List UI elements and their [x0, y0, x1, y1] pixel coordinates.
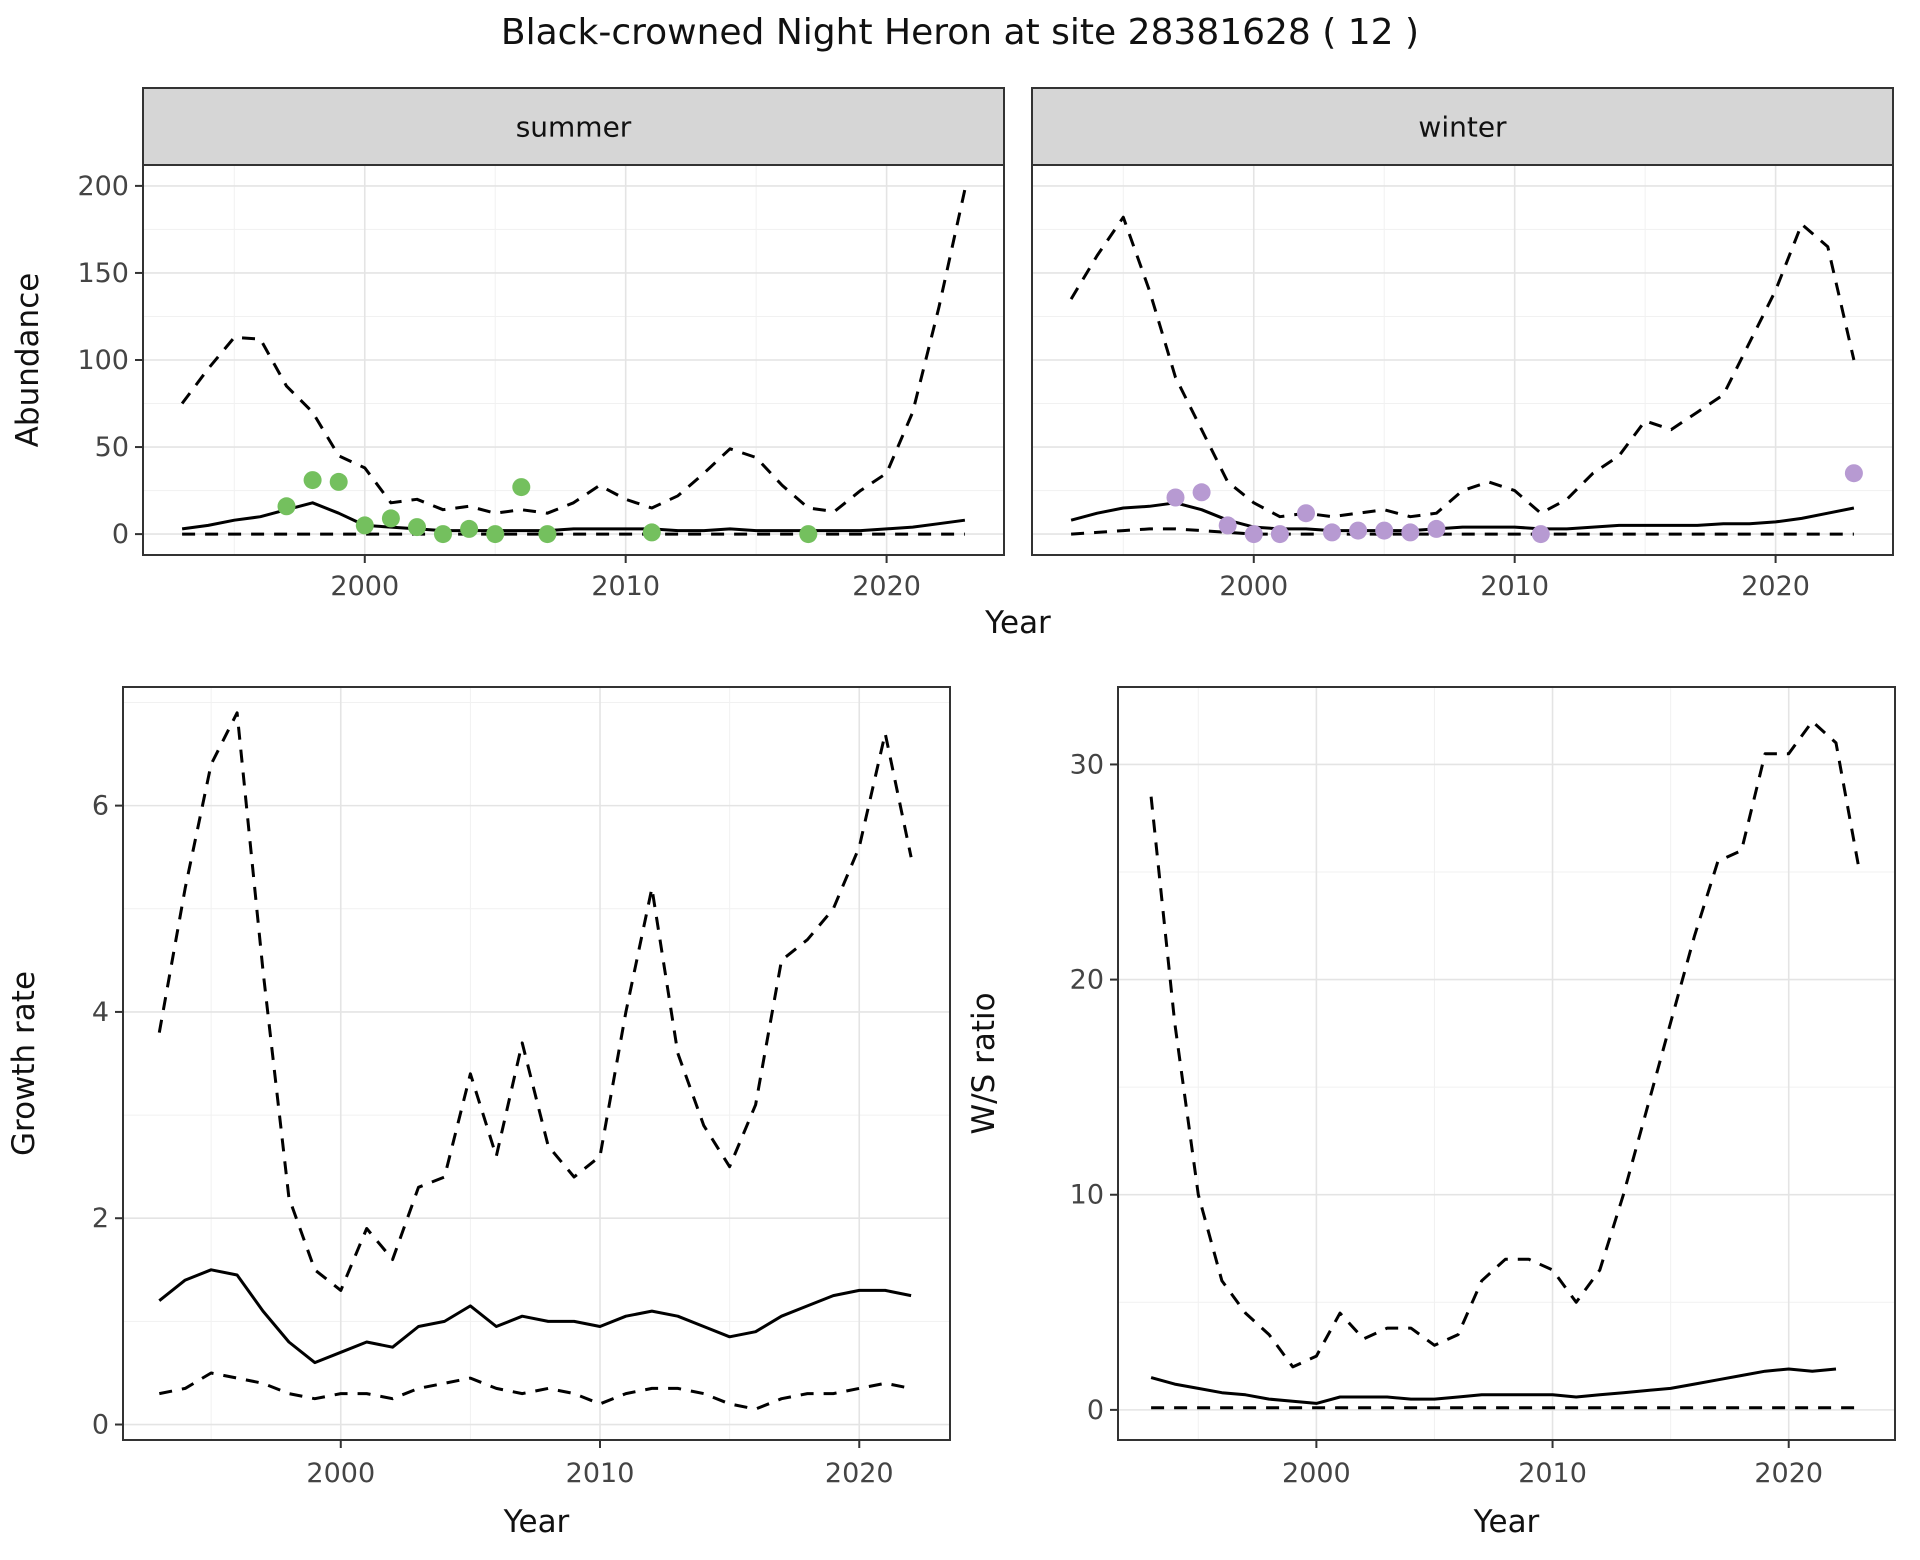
x-tick-label: 2020 — [852, 571, 921, 602]
observed-winter-point — [1270, 525, 1289, 544]
y-tick-label: 0 — [92, 1410, 109, 1441]
observed-summer-point — [381, 509, 400, 528]
facet-strip — [142, 87, 1005, 166]
x-tick-label: 2010 — [1480, 571, 1549, 602]
series-upper_ci — [180, 189, 967, 515]
y-tick-label: 2 — [92, 1203, 109, 1234]
observed-winter-point — [1844, 464, 1863, 483]
series-median — [1150, 1367, 1837, 1405]
observed-summer-point — [355, 516, 374, 535]
observed-winter-point — [1218, 516, 1237, 535]
y-axis-label: Growth rate — [6, 971, 42, 1156]
facet-strip-label: summer — [516, 111, 632, 144]
series-lower_ci — [159, 1371, 912, 1411]
ws-ratio-chart: 2000 2010 2020 0 10 20 30 Year W/S ratio — [966, 686, 1896, 1540]
panel-border — [1117, 686, 1896, 1441]
observed-summer-point — [460, 519, 479, 538]
facet-strip-label: winter — [1418, 111, 1507, 144]
y-tick-label: 0 — [112, 519, 129, 550]
observed-summer-point — [799, 525, 818, 544]
observed-summer-point — [329, 472, 348, 491]
observed-summer-point — [642, 523, 661, 542]
observed-summer-point — [408, 518, 426, 537]
observed-summer-point — [303, 471, 322, 490]
observed-winter-point — [1427, 519, 1446, 538]
observed-winter-point — [1531, 525, 1550, 544]
series-median — [158, 1268, 912, 1365]
series-upper_ci — [157, 711, 913, 1292]
y-axis-label: Abundance — [10, 273, 46, 448]
y-tick-label: 50 — [95, 432, 129, 463]
panel-border — [122, 686, 951, 1441]
x-tick-label: 2000 — [330, 571, 399, 602]
y-tick-label: 0 — [1087, 1395, 1104, 1426]
series-median — [181, 501, 966, 533]
y-tick-label: 30 — [1070, 749, 1104, 780]
observed-summer-point — [434, 525, 452, 544]
x-tick-label: 2020 — [825, 1458, 894, 1489]
observed-winter-point — [1375, 521, 1394, 540]
y-axis-label: W/S ratio — [966, 992, 1002, 1134]
observed-winter-point — [1297, 504, 1315, 523]
x-tick-label: 2020 — [1754, 1458, 1823, 1489]
panel-ws_ratio: 2000 2010 2020 0 10 20 30 — [1070, 686, 1896, 1489]
panel-summer: summer 2000 2010 2020 0 50 100 150 200 — [77, 87, 1005, 602]
x-axis-label: Year — [1473, 1504, 1540, 1540]
y-tick-label: 150 — [77, 258, 129, 289]
y-tick-label: 100 — [77, 345, 129, 376]
facet-strip — [1031, 87, 1894, 166]
x-axis-label: Year — [984, 605, 1051, 641]
observed-winter-point — [1166, 488, 1185, 507]
observed-winter-point — [1192, 483, 1211, 502]
observed-winter-point — [1401, 523, 1420, 542]
panel-growth_rate: 2000 2010 2020 0 2 4 6 — [92, 686, 951, 1489]
x-tick-label: 2010 — [566, 1458, 635, 1489]
chart-title: Black-crowned Night Heron at site 283816… — [500, 12, 1420, 53]
abundance-chart: summer 2000 2010 2020 0 50 100 150 200 winter 2000… — [10, 87, 1894, 641]
panel-background — [1118, 687, 1895, 1440]
bottom-row: 2000 2010 2020 0 2 4 6 Year Growth rate 2000 2010… — [0, 675, 1920, 1560]
x-tick-label: 2000 — [1282, 1458, 1351, 1489]
series-upper_ci — [1149, 719, 1862, 1369]
x-tick-label: 2010 — [591, 571, 660, 602]
panel-winter: winter 2000 2010 2020 — [1031, 87, 1894, 602]
observed-summer-point — [538, 525, 557, 544]
observed-summer-point — [512, 478, 531, 497]
y-tick-label: 6 — [92, 791, 109, 822]
y-tick-label: 10 — [1070, 1180, 1104, 1211]
y-tick-label: 4 — [92, 997, 109, 1028]
observed-summer-point — [486, 525, 505, 544]
panel-background — [123, 687, 950, 1440]
series-upper_ci — [1069, 215, 1856, 519]
series-lower_ci — [1071, 527, 1854, 536]
observed-summer-point — [277, 497, 296, 516]
observed-winter-point — [1323, 523, 1341, 542]
y-tick-label: 20 — [1070, 965, 1104, 996]
x-tick-label: 2000 — [1219, 571, 1288, 602]
observed-winter-point — [1349, 521, 1368, 540]
x-tick-label: 2000 — [306, 1458, 375, 1489]
growth-rate-chart: 2000 2010 2020 0 2 4 6 Year Growth rate — [6, 686, 951, 1540]
x-axis-label: Year — [503, 1504, 570, 1540]
y-tick-label: 200 — [77, 171, 129, 202]
series-median — [1070, 501, 1855, 533]
x-tick-label: 2010 — [1518, 1458, 1587, 1489]
observed-winter-point — [1244, 525, 1263, 544]
x-tick-label: 2020 — [1741, 571, 1810, 602]
